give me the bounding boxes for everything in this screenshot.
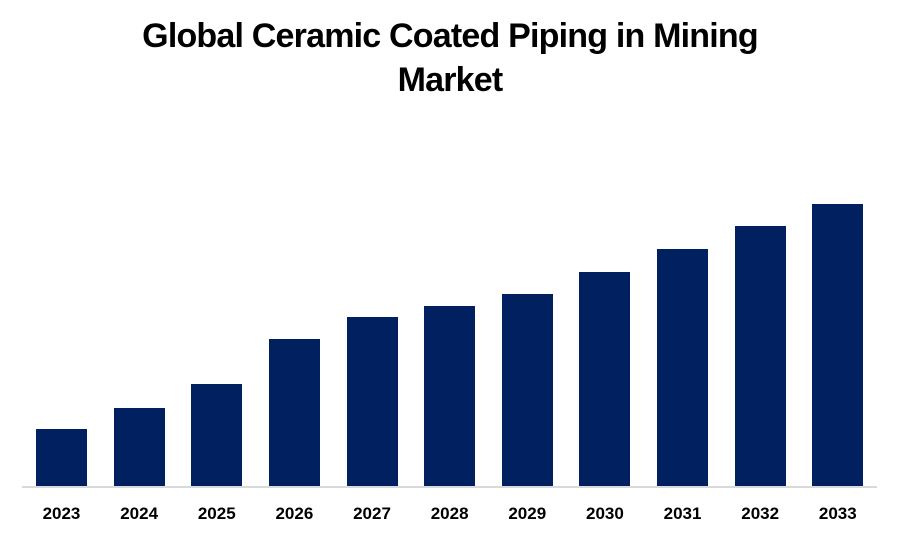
x-axis-label-2027: 2027 [353,504,391,523]
bar-2033 [812,204,864,486]
x-axis-label-2024: 2024 [120,504,159,523]
bar-2027 [346,317,398,486]
x-axis-label-2029: 2029 [508,504,547,523]
x-axis-line [22,486,877,488]
chart-title: Global Ceramic Coated Piping in Mining M… [142,17,758,99]
bar-2025 [191,384,243,486]
bar-2023 [36,429,87,486]
plot-area: 2023 2024 2025 2026 2027 2028 2029 2030 2031 2032… [0,14,900,539]
bar-2032 [734,226,786,486]
bar-2028 [424,306,476,486]
x-axis-label-2026: 2026 [275,504,314,523]
x-axis-label-2023: 2023 [42,504,81,523]
bar-2030 [579,272,631,486]
bar-2024 [113,408,165,486]
x-axis-label-2031: 2031 [663,504,702,523]
bar-2029 [501,294,553,486]
x-axis-label-2028: 2028 [430,504,469,523]
bar-2026 [268,339,320,486]
x-axis-label-2030: 2030 [585,504,624,523]
x-axis-label-2032: 2032 [741,504,780,523]
x-axis-label-2033: 2033 [818,504,857,523]
bar-2031 [657,249,709,486]
x-axis-label-2025: 2025 [197,504,236,523]
chart-figure: Global Ceramic Coated Piping in Mining M… [0,14,900,539]
